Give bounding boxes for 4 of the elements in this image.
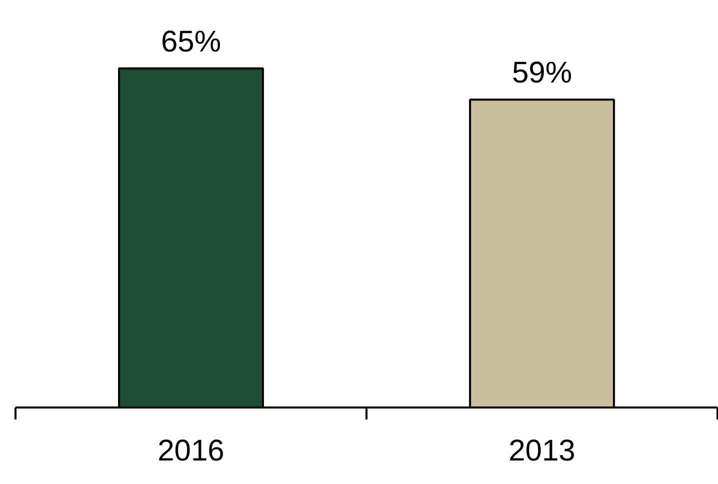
data-label: 65% [160,25,222,58]
x-tick-label: 2016 [158,434,224,468]
x-tick-label: 2013 [508,434,576,468]
data-label: 59% [512,56,572,90]
